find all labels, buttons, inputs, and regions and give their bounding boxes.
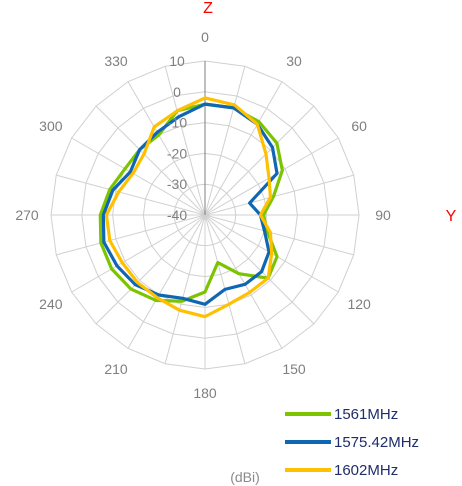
radial-tick-label: -10 — [167, 115, 187, 131]
grid-spoke — [204, 66, 246, 216]
grid-spoke — [56, 214, 206, 256]
radial-tick-label: 10 — [169, 53, 185, 69]
angle-tick-label: 270 — [15, 207, 39, 223]
grid-spoke — [204, 174, 354, 216]
angle-tick-label: 300 — [39, 118, 63, 134]
grid-spoke — [204, 81, 283, 216]
legend-label: 1575.42MHz — [334, 434, 419, 451]
y-axis-label: Y — [446, 208, 457, 225]
angle-tick-label: 30 — [286, 53, 302, 69]
grid-spoke — [204, 137, 339, 216]
grid-spoke — [56, 174, 206, 216]
grid-spoke — [95, 214, 206, 325]
angle-tick-label: 210 — [104, 361, 128, 377]
radial-tick-labels: 10 0 -10 -20 -30 -40 — [167, 53, 187, 223]
grid-spoke — [71, 137, 206, 216]
angle-tick-label: 120 — [347, 296, 371, 312]
polar-grid — [50, 60, 360, 370]
series-line-3 — [104, 96, 274, 319]
z-axis-label: Z — [203, 0, 213, 17]
grid-spoke — [204, 105, 315, 216]
angle-tick-label: 60 — [351, 118, 367, 134]
grid-spoke — [164, 214, 206, 364]
legend-label: 1602MHz — [334, 462, 398, 479]
legend: 1561MHz 1575.42MHz 1602MHz — [285, 406, 419, 479]
angle-tick-label: 330 — [104, 53, 128, 69]
radial-tick-label: 0 — [173, 84, 181, 100]
legend-label: 1561MHz — [334, 406, 398, 423]
grid-spoke — [127, 81, 206, 216]
angle-tick-label: 150 — [282, 361, 306, 377]
series-line-1 — [98, 102, 284, 303]
radial-tick-label: -40 — [167, 207, 187, 223]
angle-tick-label: 180 — [193, 385, 217, 401]
grid-spoke — [127, 214, 206, 349]
angle-tick-label: 240 — [39, 296, 63, 312]
angle-tick-label: 0 — [201, 29, 209, 45]
series-layer — [98, 96, 284, 319]
angle-tick-labels: 0 30 60 90 120 150 180 210 240 270 300 330 — [15, 29, 391, 401]
radial-tick-label: -30 — [167, 176, 187, 192]
unit-label: (dBi) — [230, 469, 260, 485]
angle-tick-label: 90 — [375, 207, 391, 223]
grid-spoke — [204, 214, 283, 349]
grid-spoke — [164, 66, 206, 216]
series-line-2 — [101, 102, 279, 306]
grid-spoke — [95, 105, 206, 216]
grid-spoke — [204, 214, 315, 325]
grid-spoke — [71, 214, 206, 293]
grid-spoke — [204, 214, 354, 256]
radial-tick-label: -20 — [167, 145, 187, 161]
